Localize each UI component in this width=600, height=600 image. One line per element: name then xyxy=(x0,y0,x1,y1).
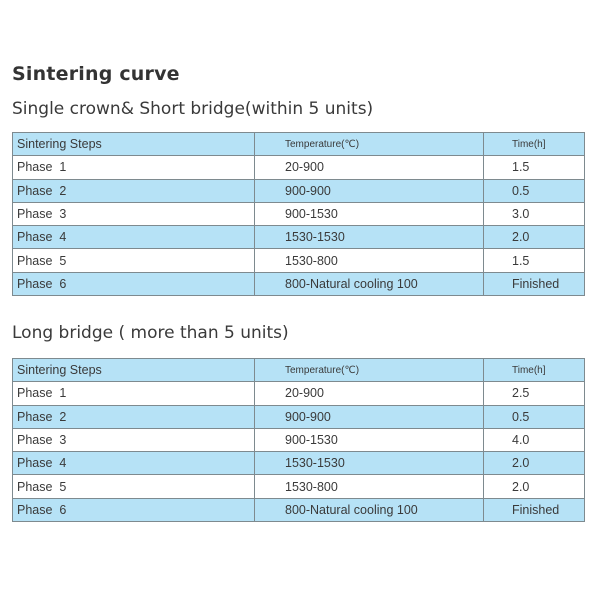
time-cell: 4.0 xyxy=(483,427,585,453)
step-cell: Phase 4 xyxy=(12,225,255,250)
temperature-cell: 1530-800 xyxy=(254,248,484,273)
table-header-row: Sintering Steps Temperature(℃) Time(h] xyxy=(12,357,585,383)
step-cell: Phase 3 xyxy=(12,427,255,453)
column-header: Temperature(℃) xyxy=(254,131,484,157)
table-row: Phase 4 1530-1530 2.0 xyxy=(12,225,585,250)
step-cell: Phase 3 xyxy=(12,201,255,227)
step-cell: Phase 2 xyxy=(12,178,255,203)
step-cell: Phase 4 xyxy=(12,451,255,476)
table-2-caption: Long bridge ( more than 5 units) xyxy=(12,323,289,343)
table-row: Phase 3 900-1530 4.0 xyxy=(12,427,585,453)
column-header: Temperature(℃) xyxy=(254,357,484,383)
temperature-cell: 900-900 xyxy=(254,178,484,203)
temperature-cell: 1530-1530 xyxy=(254,225,484,250)
table-row: Phase 5 1530-800 1.5 xyxy=(12,248,585,273)
temperature-cell: 800-Natural cooling 100 xyxy=(254,497,484,523)
column-header: Sintering Steps xyxy=(12,357,255,383)
time-cell: 0.5 xyxy=(483,404,585,429)
step-cell: Phase 1 xyxy=(12,155,255,180)
temperature-cell: 900-900 xyxy=(254,404,484,429)
time-cell: 2.0 xyxy=(483,225,585,250)
table-row: Phase 6 800-Natural cooling 100 Finished xyxy=(12,271,585,297)
table-row: Phase 1 20-900 2.5 xyxy=(12,381,585,406)
time-cell: 2.5 xyxy=(483,381,585,406)
sintering-table-short-bridge: Sintering Steps Temperature(℃) Time(h] Phas… xyxy=(12,131,585,297)
table-1-caption: Single crown& Short bridge(within 5 unit… xyxy=(12,99,374,119)
time-cell: Finished xyxy=(483,271,585,297)
temperature-cell: 1530-1530 xyxy=(254,451,484,476)
table-row: Phase 6 800-Natural cooling 100 Finished xyxy=(12,497,585,523)
time-cell: 2.0 xyxy=(483,451,585,476)
temperature-cell: 1530-800 xyxy=(254,474,484,499)
table-row: Phase 5 1530-800 2.0 xyxy=(12,474,585,499)
temperature-cell: 900-1530 xyxy=(254,427,484,453)
table-row: Phase 2 900-900 0.5 xyxy=(12,178,585,203)
time-cell: 1.5 xyxy=(483,155,585,180)
time-cell: 1.5 xyxy=(483,248,585,273)
temperature-cell: 800-Natural cooling 100 xyxy=(254,271,484,297)
step-cell: Phase 1 xyxy=(12,381,255,406)
step-cell: Phase 6 xyxy=(12,271,255,297)
column-header: Time(h] xyxy=(483,357,585,383)
page-title: Sintering curve xyxy=(12,63,180,85)
temperature-cell: 20-900 xyxy=(254,381,484,406)
column-header: Sintering Steps xyxy=(12,131,255,157)
step-cell: Phase 5 xyxy=(12,248,255,273)
table-row: Phase 4 1530-1530 2.0 xyxy=(12,451,585,476)
sintering-table-long-bridge: Sintering Steps Temperature(℃) Time(h] Phas… xyxy=(12,357,585,523)
step-cell: Phase 5 xyxy=(12,474,255,499)
column-header: Time(h] xyxy=(483,131,585,157)
step-cell: Phase 2 xyxy=(12,404,255,429)
temperature-cell: 20-900 xyxy=(254,155,484,180)
time-cell: 0.5 xyxy=(483,178,585,203)
table-row: Phase 3 900-1530 3.0 xyxy=(12,201,585,227)
temperature-cell: 900-1530 xyxy=(254,201,484,227)
table-row: Phase 1 20-900 1.5 xyxy=(12,155,585,180)
time-cell: 2.0 xyxy=(483,474,585,499)
table-row: Phase 2 900-900 0.5 xyxy=(12,404,585,429)
step-cell: Phase 6 xyxy=(12,497,255,523)
table-header-row: Sintering Steps Temperature(℃) Time(h] xyxy=(12,131,585,157)
time-cell: 3.0 xyxy=(483,201,585,227)
time-cell: Finished xyxy=(483,497,585,523)
